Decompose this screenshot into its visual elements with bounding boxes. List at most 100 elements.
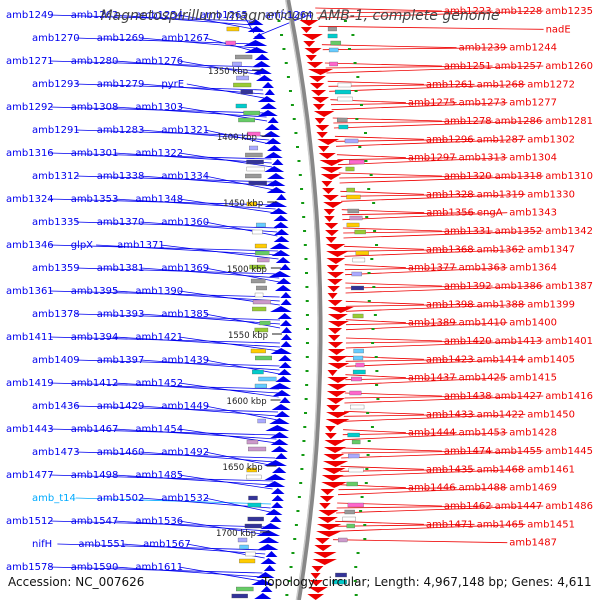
gene-label-right[interactable]: amb1486 <box>545 501 593 512</box>
gene-label-left[interactable]: amb1324 <box>6 194 54 205</box>
gene-label-left[interactable]: amb1443 <box>6 424 54 435</box>
gene-label-right[interactable]: amb1364 <box>509 263 557 274</box>
gene-label-right[interactable]: amb1261 <box>426 79 474 90</box>
gene-label-left[interactable]: amb1265 <box>200 10 248 21</box>
gene-label-left[interactable]: amb1454 <box>135 424 183 435</box>
gene-label-right[interactable]: amb1257 <box>495 61 543 72</box>
gene-label-left[interactable]: amb_t14 <box>32 493 76 504</box>
gene-label-left[interactable]: amb1385 <box>161 309 209 320</box>
gene-label-right[interactable]: amb1389 <box>408 318 456 329</box>
gene-label-left[interactable]: amb1485 <box>135 470 183 481</box>
gene-label-right[interactable]: amb1446 <box>408 483 456 494</box>
gene-label-right[interactable]: amb1313 <box>459 153 507 164</box>
gene-label-right[interactable]: amb1422 <box>477 409 525 420</box>
gene-label-left[interactable]: amb1346 <box>6 240 54 251</box>
gene-label-left[interactable]: amb1412 <box>71 378 119 389</box>
gene-label-left[interactable]: amb1262 <box>71 10 119 21</box>
gene-label-right[interactable]: amb1286 <box>495 116 543 127</box>
gene-label-left[interactable]: amb1280 <box>71 56 119 67</box>
gene-label-right[interactable]: amb1277 <box>509 98 557 109</box>
gene-label-left[interactable]: amb1578 <box>6 562 54 573</box>
gene-label-right[interactable]: amb1433 <box>426 409 474 420</box>
gene-label-right[interactable]: amb1342 <box>545 226 593 237</box>
gene-label-left[interactable]: amb1371 <box>117 240 165 251</box>
gene-label-left[interactable]: amb1477 <box>6 470 54 481</box>
gene-label-right[interactable]: amb1428 <box>509 428 557 439</box>
gene-label-left[interactable]: amb1551 <box>78 539 126 550</box>
gene-label-right[interactable]: amb1455 <box>495 446 543 457</box>
gene-label-right[interactable]: amb1251 <box>444 61 492 72</box>
gene-label-right[interactable]: amb1414 <box>477 354 525 365</box>
gene-label-left[interactable]: amb1316 <box>6 148 54 159</box>
gene-label-left[interactable]: amb1390 <box>135 286 183 297</box>
gene-label-left[interactable]: amb1411 <box>6 332 54 343</box>
gene-label-right[interactable]: amb1462 <box>444 501 492 512</box>
gene-label-right[interactable]: amb1356 <box>426 208 474 219</box>
gene-label-right[interactable]: amb1405 <box>527 354 575 365</box>
gene-label-left[interactable]: amb1348 <box>135 194 183 205</box>
gene-label-left[interactable]: amb1301 <box>71 148 119 159</box>
gene-label-left[interactable]: amb1361 <box>6 286 54 297</box>
gene-label-left[interactable]: amb1312 <box>32 171 80 182</box>
gene-label-left[interactable]: amb1276 <box>135 56 183 67</box>
gene-label-right[interactable]: amb1398 <box>426 299 474 310</box>
gene-label-left[interactable]: amb1436 <box>32 401 80 412</box>
gene-label-right[interactable]: amb1444 <box>408 428 456 439</box>
gene-label-right[interactable]: amb1328 <box>426 189 474 200</box>
gene-label-left[interactable]: amb1467 <box>71 424 119 435</box>
gene-label-right[interactable]: engA <box>477 208 503 219</box>
gene-label-right[interactable]: amb1368 <box>426 244 474 255</box>
gene-label-right[interactable]: amb1363 <box>459 263 507 274</box>
gene-label-right[interactable]: amb1320 <box>444 171 492 182</box>
gene-label-left[interactable]: amb1502 <box>97 493 145 504</box>
gene-label-right[interactable]: amb1287 <box>477 134 525 145</box>
gene-label-left[interactable]: amb1322 <box>135 148 183 159</box>
gene-label-left[interactable]: amb1547 <box>71 516 119 527</box>
gene-label-right[interactable]: amb1451 <box>527 519 575 530</box>
gene-label-right[interactable]: amb1416 <box>545 391 593 402</box>
gene-label-left[interactable]: amb1334 <box>161 171 209 182</box>
gene-label-right[interactable]: amb1377 <box>408 263 456 274</box>
gene-label-right[interactable]: amb1304 <box>509 153 557 164</box>
gene-label-left[interactable]: amb1303 <box>135 102 183 113</box>
gene-label-right[interactable]: amb1343 <box>509 208 557 219</box>
gene-label-left[interactable]: amb1536 <box>135 516 183 527</box>
gene-label-left[interactable]: amb1381 <box>97 263 145 274</box>
gene-label-left[interactable]: amb1439 <box>161 355 209 366</box>
gene-label-left[interactable]: amb1359 <box>32 263 80 274</box>
gene-label-left[interactable]: amb1567 <box>143 539 191 550</box>
gene-label-right[interactable]: amb1347 <box>527 244 575 255</box>
gene-label-right[interactable]: amb1469 <box>509 483 557 494</box>
gene-label-right[interactable]: amb1278 <box>444 116 492 127</box>
gene-label-right[interactable]: amb1474 <box>444 446 492 457</box>
gene-label-left[interactable]: amb1394 <box>71 332 119 343</box>
gene-label-right[interactable]: amb1447 <box>495 501 543 512</box>
gene-label-left[interactable]: amb1264 <box>265 10 313 21</box>
gene-label-left[interactable]: amb1321 <box>161 125 209 136</box>
gene-label-right[interactable]: amb1281 <box>545 116 593 127</box>
gene-label-right[interactable]: amb1302 <box>527 134 575 145</box>
gene-label-left[interactable]: amb1267 <box>161 33 209 44</box>
gene-label-left[interactable]: amb1449 <box>161 401 209 412</box>
gene-label-left[interactable]: amb1590 <box>71 562 119 573</box>
gene-label-left[interactable]: glpX <box>71 240 93 251</box>
gene-label-right[interactable]: amb1413 <box>495 336 543 347</box>
gene-label-right[interactable]: amb1487 <box>509 538 557 549</box>
gene-label-left[interactable]: amb1452 <box>135 378 183 389</box>
gene-label-left[interactable]: amb1270 <box>32 33 80 44</box>
gene-label-right[interactable]: amb1228 <box>495 6 543 17</box>
gene-label-right[interactable]: amb1297 <box>408 153 456 164</box>
gene-label-left[interactable]: amb1335 <box>32 217 80 228</box>
gene-label-left[interactable]: amb1291 <box>32 125 80 136</box>
gene-label-right[interactable]: amb1401 <box>545 336 593 347</box>
gene-label-left[interactable]: amb1269 <box>97 33 145 44</box>
gene-label-left[interactable]: amb1421 <box>135 332 183 343</box>
gene-label-right[interactable]: amb1438 <box>444 391 492 402</box>
gene-label-right[interactable]: amb1235 <box>545 6 593 17</box>
gene-label-right[interactable]: amb1488 <box>459 483 507 494</box>
gene-label-right[interactable]: amb1415 <box>509 373 557 384</box>
gene-label-left[interactable]: amb1308 <box>71 102 119 113</box>
gene-label-right[interactable]: amb1362 <box>477 244 525 255</box>
gene-label-right[interactable]: nadE <box>546 24 571 35</box>
gene-label-right[interactable]: amb1420 <box>444 336 492 347</box>
